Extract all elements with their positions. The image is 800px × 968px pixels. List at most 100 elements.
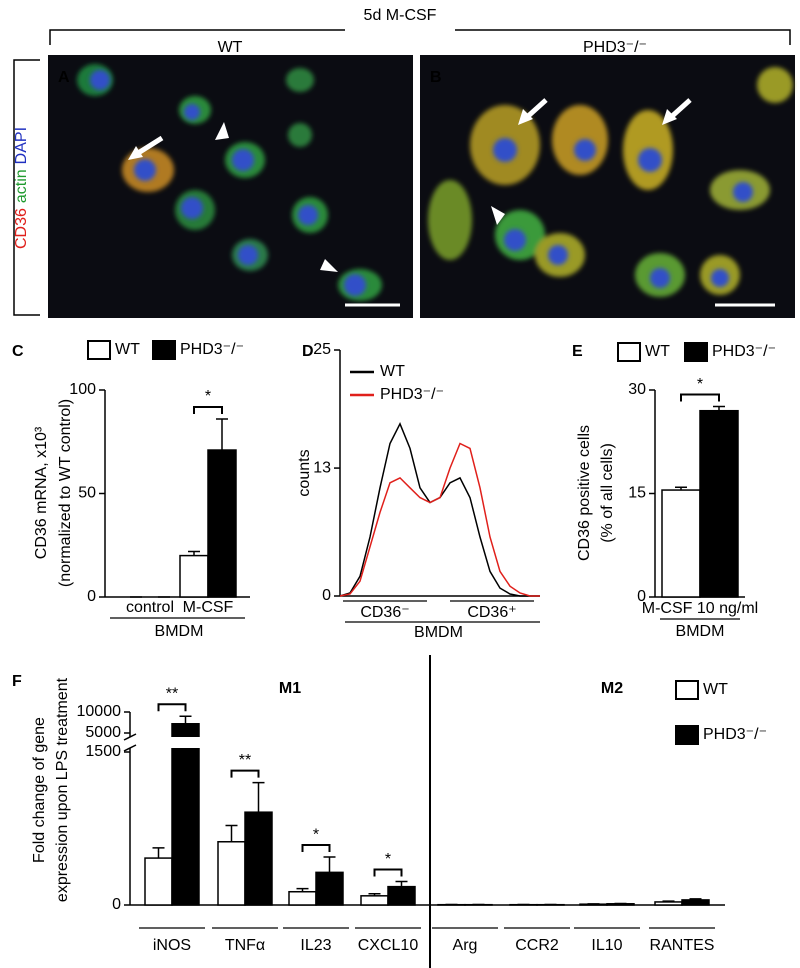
significance-bracket [680,393,720,402]
panel-letter: D [302,343,314,360]
axis-break-mark [123,744,137,752]
bar [144,857,173,906]
bar [661,489,701,598]
legend-label: WT [380,363,405,380]
significance-label: * [385,851,391,868]
error-bar [152,847,165,859]
panel-letter: F [12,673,22,690]
legend-label: WT [645,343,670,360]
legend-label: WT [115,341,140,358]
axis-break [120,737,200,748]
x-tick-label: CXCL10 [358,937,419,954]
y-tick-label: 15 [628,485,646,502]
legend-label: PHD3⁻/⁻ [712,343,776,360]
panel-letter: C [12,343,24,360]
error-bar [395,880,408,887]
x-tick-label: CD36⁺ [467,604,516,621]
significance-bracket [301,844,331,853]
y-axis-label: counts [296,449,313,496]
legend-swatch [675,725,699,745]
panel-letter: E [572,343,583,360]
legend-label: PHD3⁻/⁻ [180,341,244,358]
error-bar [713,405,725,411]
y-tick-label: 25 [313,341,331,358]
panel-letter: A [58,69,70,86]
y-tick-label: 0 [112,896,121,913]
error-bar [179,715,192,724]
group-label: BMDM [414,624,463,641]
y-axis-label: (normalized to WT control) [57,399,74,587]
x-tick-label: CD36⁻ [360,604,409,621]
y-axis-label: (% of all cells) [599,443,616,543]
bar [207,449,237,598]
header-right: PHD3⁻/⁻ [583,39,647,56]
stain-label: CD36 actin DAPI [13,127,30,249]
stain-actin: actin [13,169,30,203]
y-tick-label: 1500 [85,743,121,760]
header-bracket [49,29,791,45]
error-bar [675,486,687,491]
error-bar [252,781,265,813]
y-axis-label: Fold change of gene [31,717,48,863]
y-tick-label: 13 [313,459,331,476]
bar [288,890,317,906]
x-tick-label: IL23 [300,937,331,954]
bar [654,901,683,906]
x-tick-label: TNFα [225,937,265,954]
error-bar [225,824,238,842]
legend-label: PHD3⁻/⁻ [380,386,444,403]
significance-label: * [205,388,211,405]
legend-swatch [675,680,699,700]
micrograph-b: B [420,55,795,318]
legend-label: WT [703,681,728,698]
error-bar [188,550,200,556]
significance-bracket [193,405,223,414]
bar [244,811,273,906]
x-tick-label: RANTES [650,937,715,954]
y-tick-label: 0 [87,588,96,605]
y-axis-label: CD36 positive cells [576,425,593,561]
x-tick-label: CCR2 [515,937,559,954]
error-bar [323,856,336,873]
histogram-line [339,442,540,597]
error-bar [296,887,309,892]
y-axis-label: CD36 mRNA, x10³ [33,426,50,559]
error-bar [689,898,702,900]
significance-label: * [697,376,703,393]
bar [699,409,739,598]
significance-bracket [373,868,403,877]
stain-cd36: CD36 [13,208,30,249]
group-label: BMDM [676,623,725,640]
group-label: BMDM [155,623,204,640]
legend-swatch [684,342,708,362]
significance-bracket [230,769,260,778]
bar [171,723,200,906]
bar [681,899,710,906]
y-tick-label: 0 [637,588,646,605]
legend-label: PHD3⁻/⁻ [703,726,767,743]
legend-swatch [617,342,641,362]
x-tick-label: IL10 [591,937,622,954]
x-tick-label: M-CSF [183,599,234,616]
error-bar [368,893,381,896]
header-title: 5d M-CSF [364,7,437,24]
significance-label: ** [239,752,251,769]
error-bar [662,900,675,902]
micrograph-a: A [48,55,413,318]
y-tick-label: 100 [69,381,96,398]
stain-dapi: DAPI [13,127,30,164]
y-tick-label: 50 [78,485,96,502]
bar [387,885,416,906]
side-bracket [13,59,40,316]
group-label: M1 [279,680,301,697]
axis-break-mark [123,733,137,741]
error-bar [216,418,228,451]
bar [217,841,246,906]
group-label: M2 [601,680,623,697]
significance-bracket [157,703,187,712]
histogram-line [339,421,540,597]
bar [179,554,209,598]
legend-swatch [152,340,176,360]
